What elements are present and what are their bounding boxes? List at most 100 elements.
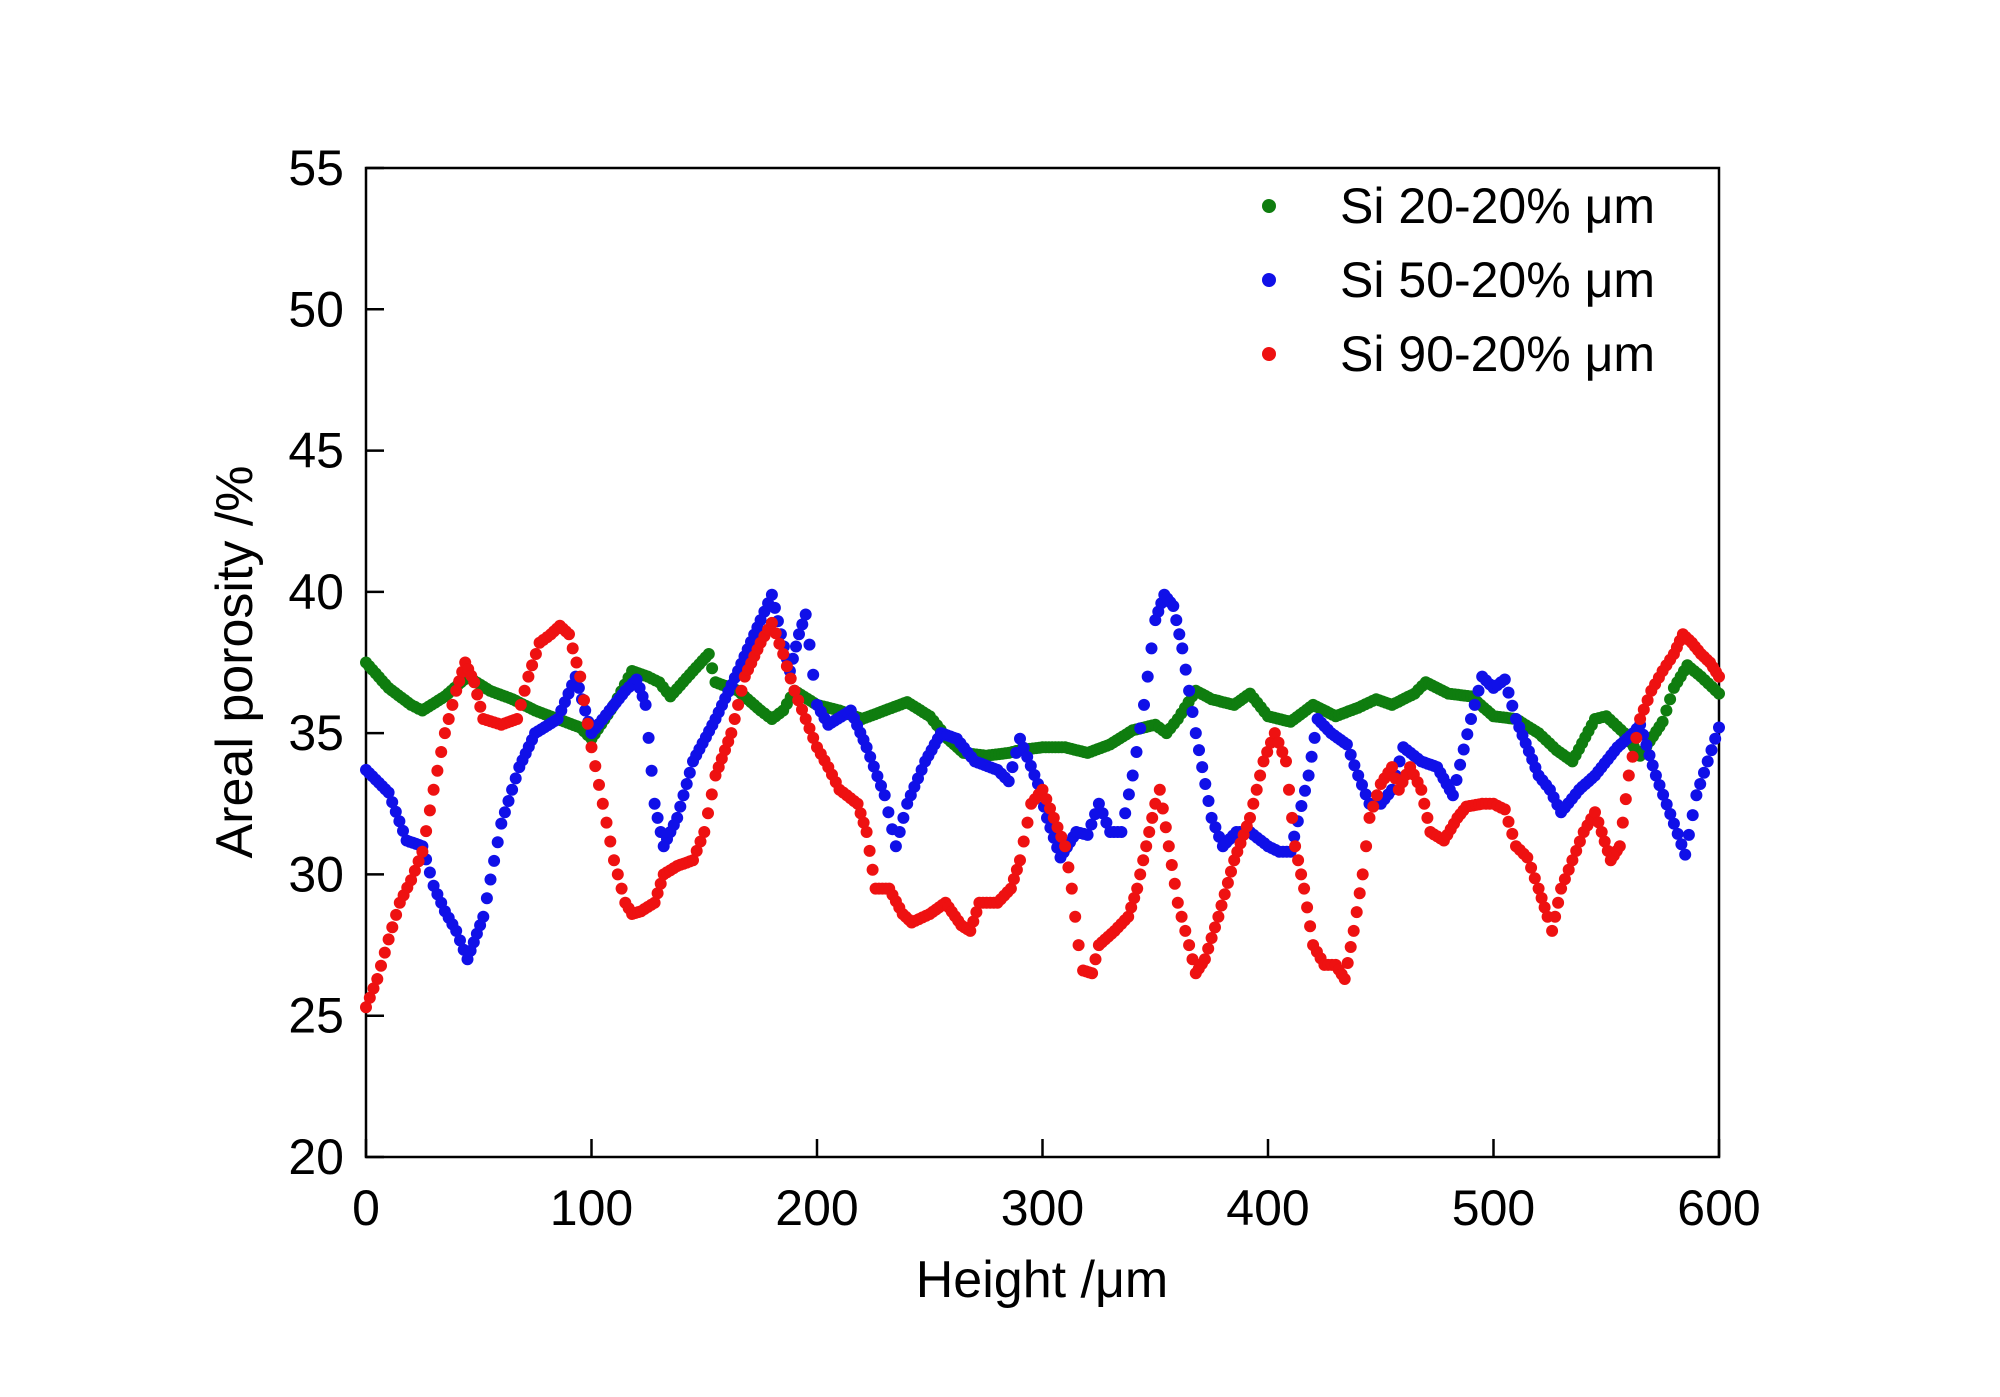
data-point	[390, 908, 403, 921]
data-point	[1359, 788, 1372, 801]
data-point	[1344, 941, 1357, 953]
data-point	[1047, 811, 1060, 824]
data-point	[382, 786, 395, 799]
data-point	[1051, 821, 1064, 834]
data-point	[1532, 882, 1545, 895]
data-point	[389, 805, 402, 818]
data-point	[1179, 663, 1192, 676]
data-point	[367, 982, 380, 995]
data-point	[412, 855, 425, 868]
y-tick-label: 45	[288, 423, 344, 479]
data-point	[1126, 769, 1139, 782]
data-point	[1566, 854, 1579, 867]
x-tick-label: 400	[1226, 1180, 1309, 1236]
data-point	[471, 688, 484, 701]
data-point	[671, 811, 684, 824]
data-point	[1289, 840, 1302, 853]
data-point	[371, 973, 384, 985]
data-point	[1589, 806, 1601, 819]
data-point	[1072, 939, 1085, 952]
data-point	[1660, 798, 1673, 811]
data-point	[1671, 827, 1684, 840]
data-point	[1146, 811, 1159, 824]
data-point	[1626, 750, 1639, 763]
data-point	[378, 946, 391, 959]
data-point	[1690, 789, 1703, 802]
data-point	[1660, 704, 1673, 717]
data-point	[1159, 821, 1172, 834]
data-point	[648, 896, 661, 909]
legend-label: Si 90-20% μm	[1340, 326, 1655, 382]
data-point	[423, 866, 436, 879]
data-point	[1096, 807, 1109, 820]
data-point	[446, 698, 459, 711]
data-point	[860, 826, 873, 838]
data-point	[1062, 861, 1075, 874]
data-point	[506, 783, 519, 796]
data-point	[1069, 910, 1082, 923]
data-point	[860, 741, 873, 754]
data-point	[882, 806, 895, 819]
data-point	[1014, 732, 1026, 745]
data-point	[792, 694, 805, 707]
data-point	[1356, 778, 1368, 791]
data-point	[1119, 807, 1132, 820]
x-tick-label: 600	[1677, 1180, 1760, 1236]
data-point	[1202, 795, 1215, 807]
series-layer	[360, 588, 1725, 1014]
data-point	[705, 788, 718, 801]
data-point	[866, 863, 879, 876]
data-point	[1024, 759, 1037, 772]
data-point	[1643, 749, 1656, 762]
data-point	[871, 770, 884, 783]
data-point	[1165, 859, 1178, 871]
x-tick-label: 100	[550, 1180, 633, 1236]
legend-marker	[1262, 199, 1276, 213]
series-3	[360, 616, 1725, 1014]
data-point	[728, 713, 741, 725]
data-point	[677, 789, 690, 802]
data-point	[511, 713, 524, 725]
data-point	[1145, 642, 1158, 655]
data-point	[702, 648, 715, 660]
data-point	[1254, 769, 1267, 782]
data-point	[1021, 816, 1034, 829]
data-point	[1341, 957, 1354, 969]
data-point	[875, 779, 887, 792]
data-point	[1028, 769, 1041, 781]
data-point	[796, 703, 808, 716]
legend: Si 20-20% μm Si 50-20% μm Si 90-20% μm	[1262, 178, 1655, 382]
data-point	[386, 796, 399, 809]
data-point	[1418, 797, 1431, 810]
data-point	[1305, 750, 1318, 763]
series-2	[360, 588, 1725, 966]
legend-label: Si 50-20% μm	[1340, 252, 1655, 308]
y-tick-label: 30	[288, 846, 344, 902]
data-point	[363, 991, 376, 1004]
data-point	[1086, 967, 1099, 980]
data-point	[803, 638, 816, 651]
data-point	[529, 648, 542, 660]
data-point	[416, 845, 429, 858]
data-point	[615, 882, 628, 895]
x-tick-label: 500	[1452, 1180, 1535, 1236]
y-tick-label: 40	[288, 564, 344, 620]
data-point	[611, 868, 624, 881]
data-point	[563, 628, 575, 641]
data-point	[893, 826, 906, 838]
data-point	[1528, 872, 1541, 885]
data-point	[690, 844, 703, 857]
data-point	[803, 722, 816, 735]
data-point	[1225, 865, 1237, 878]
data-point	[1498, 803, 1511, 816]
data-point	[1017, 835, 1030, 848]
data-point	[1089, 953, 1102, 966]
data-point	[1301, 901, 1314, 914]
data-point	[1215, 899, 1228, 912]
data-point	[1367, 800, 1380, 813]
data-point	[1549, 910, 1562, 923]
data-point	[807, 668, 820, 681]
data-point	[1308, 731, 1321, 744]
data-point	[1122, 788, 1135, 801]
